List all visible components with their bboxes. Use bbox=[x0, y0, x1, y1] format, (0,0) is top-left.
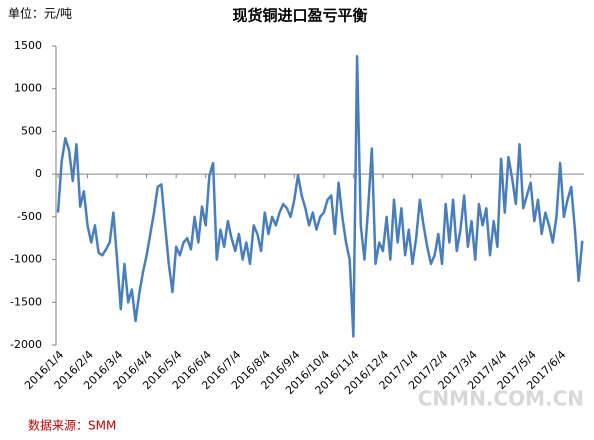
y-tick-label: -1000 bbox=[10, 253, 42, 266]
y-tick-label: 500 bbox=[21, 124, 42, 137]
y-tick-label: 1500 bbox=[14, 39, 42, 52]
unit-label: 单位：元/吨 bbox=[8, 6, 72, 21]
y-tick-label: 1000 bbox=[14, 82, 42, 95]
y-tick-label: -1500 bbox=[10, 295, 42, 308]
y-tick-label: -2000 bbox=[10, 338, 42, 351]
y-tick-label: 0 bbox=[35, 167, 42, 180]
watermark: CNMN.COM.CN bbox=[418, 387, 584, 411]
source: 数据来源：SMM bbox=[28, 418, 116, 433]
chart-title: 现货铜进口盈亏平衡 bbox=[232, 7, 367, 25]
data-line bbox=[56, 55, 584, 338]
y-tick-label: -500 bbox=[17, 210, 42, 223]
